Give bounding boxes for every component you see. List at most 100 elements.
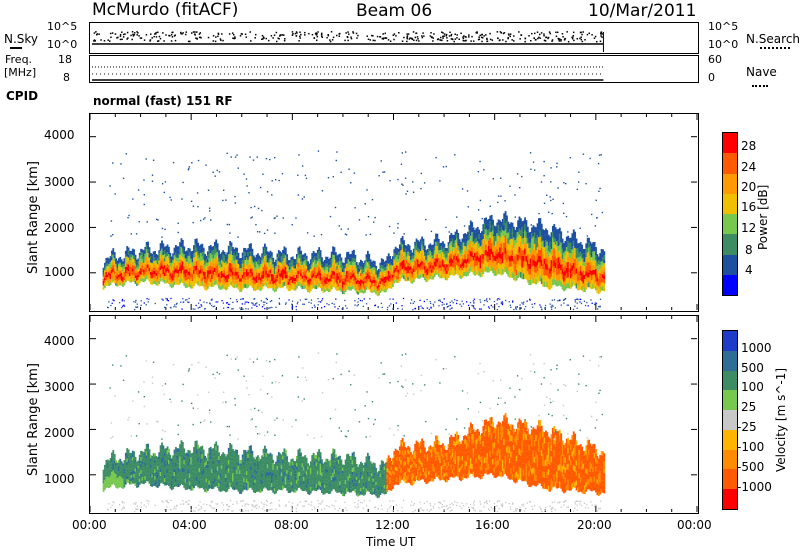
velocity-pixel [311,480,314,484]
power-pixel [142,278,145,283]
power-pixel [232,255,234,260]
velocity-pixel [152,469,155,473]
velocity-pixel [270,479,273,484]
power-pixel [287,260,290,264]
power-pixel [117,280,120,283]
velocity-pixel [257,466,259,470]
velocity-pixel [383,469,386,473]
power-pixel [109,259,112,262]
velocity-pixel [311,476,314,481]
power-pixel [379,268,382,272]
velocity-pixel [230,448,233,454]
power-pixel [248,277,251,282]
velocity-pixel [337,470,340,475]
power-pixel [240,261,243,265]
power-pixel [183,246,186,251]
velocity-pixel [316,486,319,490]
velocity-pixel [243,481,245,486]
power-pixel [371,289,373,293]
power-pixel [364,282,366,287]
velocity-pixel [187,484,190,489]
power-pixel [311,281,314,286]
nsky-point [464,36,467,38]
power-pixel [240,271,243,275]
velocity-pixel [287,465,290,469]
power-pixel [113,252,116,256]
power-pixel [318,263,321,267]
power-pixel [194,265,197,271]
velocity-pixel [129,465,131,469]
power-pixel [301,261,304,265]
velocity-pixel [102,489,105,492]
power-pixel [202,247,205,252]
power-pixel [130,260,133,264]
power-pixel [343,281,346,285]
power-pixel [340,278,343,282]
power-pixel [163,265,166,269]
velocity-pixel [371,482,373,486]
power-pixel [106,268,109,272]
velocity-pixel [359,468,362,472]
velocity-pixel [309,470,312,475]
velocity-pixel [173,472,176,476]
velocity-pixel [334,457,337,462]
velocity-pixel [323,481,326,485]
velocity-pixel [240,466,243,471]
velocity-pixel [117,471,120,474]
velocity-pixel [226,469,229,473]
power-pixel [234,279,237,284]
power-pixel [140,274,143,279]
power-pixel [382,275,385,279]
velocity-pixel [205,464,208,469]
velocity-pixel [254,486,257,490]
power-pixel [359,276,362,280]
nsky-point [376,35,379,38]
velocity-pixel [245,486,248,491]
velocity-pixel [351,468,354,472]
power-pixel [120,283,123,287]
power-pixel [222,254,225,258]
power-pixel [227,278,230,283]
velocity-pixel [304,462,307,466]
power-pixel [105,258,108,261]
velocity-pixel [277,470,280,475]
velocity-pixel [147,470,149,474]
velocity-pixel [227,447,230,452]
power-pixel [161,272,163,277]
velocity-pixel [351,471,354,476]
velocity-pixel [383,485,386,489]
velocity-pixel [322,469,325,473]
velocity-pixel [206,475,209,480]
velocity-pixel [361,488,364,492]
velocity-pixel [200,463,202,468]
nsky-point [140,37,143,39]
velocity-pixel [183,452,186,457]
velocity-pixel [216,462,219,467]
velocity-pixel [354,474,357,479]
velocity-pixel [311,462,314,466]
power-pixel [205,259,208,263]
nsky-point [138,35,140,37]
velocity-pixel [212,468,215,473]
power-pixel [371,280,373,284]
power-pixel [362,266,365,270]
velocity-pixel [366,483,369,487]
nsky-point [596,40,598,43]
velocity-pixel [316,470,319,475]
power-pixel [312,250,315,255]
power-pixel [119,256,122,260]
power-pixel [187,251,190,256]
velocity-pixel [117,468,120,472]
velocity-pixel [300,485,302,490]
velocity-pixel [387,483,390,487]
power-pixel [272,270,275,275]
velocity-pixel [145,466,148,471]
velocity-pixel [222,463,225,468]
velocity-pixel [181,459,184,464]
velocity-pixel [273,479,276,483]
velocity-pixel [261,462,264,467]
power-pixel [277,261,280,266]
power-pixel [223,277,226,282]
power-pixel [389,265,392,269]
power-pixel [358,271,361,275]
